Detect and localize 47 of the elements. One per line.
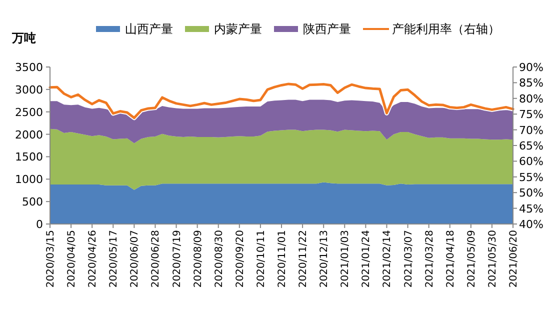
x-tick-label: 2021/04/18 <box>445 230 456 288</box>
x-tick-label: 2021/05/30 <box>487 230 498 288</box>
y2-tick-label: 90% <box>519 61 544 74</box>
x-tick-label: 2020/05/17 <box>108 230 120 288</box>
legend-label: 产能利用率（右轴） <box>392 22 500 36</box>
x-tick-label: 2021/05/09 <box>466 230 478 288</box>
x-tick-label: 2021/01/24 <box>361 230 372 288</box>
x-tick-label: 2021/01/03 <box>340 230 352 288</box>
x-tick-label: 2020/06/28 <box>150 230 162 288</box>
y2-tick-label: 50% <box>519 186 544 200</box>
x-tick-label: 2021/03/07 <box>403 230 414 288</box>
y2-tick-label: 65% <box>519 140 544 152</box>
y2-tick-label: 75% <box>519 108 544 122</box>
x-tick-label: 2020/04/26 <box>88 230 99 288</box>
x-tick-label: 2021/06/20 <box>508 230 520 288</box>
legend-label: 山西产量 <box>125 22 173 36</box>
y-tick-label: 500 <box>22 196 43 209</box>
x-tick-label: 2021/03/28 <box>424 230 436 288</box>
y2-tick-label: 70% <box>519 124 544 137</box>
y2-tick-label: 45% <box>519 202 544 216</box>
y-tick-label: 3000 <box>15 83 43 96</box>
x-tick-label: 2020/08/09 <box>192 230 204 288</box>
x-tick-label: 2020/03/15 <box>46 230 56 288</box>
y2-tick-label: 60% <box>519 155 544 168</box>
y-tick-label: 2000 <box>15 128 43 142</box>
x-tick-label: 2020/06/07 <box>130 230 141 288</box>
y2-tick-label: 55% <box>519 170 544 184</box>
y-tick-label: 3500 <box>15 61 43 74</box>
y2-tick-label: 80% <box>519 92 544 106</box>
x-tick-label: 2020/12/13 <box>319 230 330 288</box>
legend-label: 内蒙产量 <box>214 22 262 36</box>
x-tick-label: 2020/07/19 <box>172 230 183 288</box>
x-tick-label: 2020/11/22 <box>298 230 310 288</box>
x-tick-label: 2020/09/20 <box>234 230 246 288</box>
y2-tick-label: 40% <box>519 218 544 231</box>
x-tick-label: 2020/11/01 <box>277 230 288 288</box>
y-tick-label: 1000 <box>15 173 43 186</box>
y2-tick-label: 85% <box>519 76 544 90</box>
y-tick-label: 0 <box>36 218 43 231</box>
x-tick-label: 2020/04/05 <box>66 230 78 288</box>
x-tick-label: 2020/08/30 <box>214 230 225 288</box>
y-tick-label: 2500 <box>15 106 43 119</box>
y-tick-label: 1500 <box>15 150 43 164</box>
legend-label: 陕西产量 <box>303 22 351 36</box>
x-tick-label: 2021/02/14 <box>382 230 394 288</box>
y-axis-title: 万吨 <box>11 31 36 45</box>
x-tick-label: 2020/10/11 <box>256 230 267 288</box>
